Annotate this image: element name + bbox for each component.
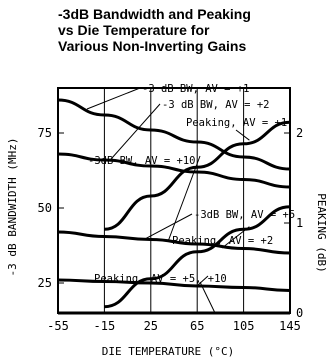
x-axis-label: DIE TEMPERATURE (°C): [102, 345, 234, 358]
x-tick-label-65: 65: [190, 319, 204, 333]
x-tick-label-25: 25: [144, 319, 158, 333]
x-tick-label--15: -15: [94, 319, 116, 333]
plot-frame: [57, 87, 291, 314]
annotation-bw-av5: -3dB BW, AV = +5: [194, 209, 295, 221]
leader-line-7: [199, 281, 216, 313]
x-tick-label--55: -55: [47, 319, 69, 333]
annotation-bw-av10: -3dB BW, AV = +10: [88, 155, 195, 167]
chart-title-line-3: Various Non-Inverting Gains: [58, 38, 247, 54]
y-tick-label-75: 75: [38, 126, 52, 140]
annotation-peak-av1: Peaking, AV = +1: [186, 117, 287, 129]
chart-title: -3dB Bandwidth and Peaking vs Die Temper…: [58, 6, 326, 54]
leader-line-2: [235, 129, 250, 141]
series-line-2: [57, 230, 291, 255]
chart-title-line-2: vs Die Temperature for: [58, 22, 210, 38]
y2-axis-label: PEAKING (dB): [315, 193, 328, 272]
series-line-3: [57, 278, 291, 292]
leader-line-6: [196, 275, 209, 287]
annotation-leaders: [86, 87, 250, 313]
annotation-peak-av5-10: Peaking, AV = +5, +10: [94, 273, 227, 285]
y-tick-label-25: 25: [38, 276, 52, 290]
annotation-peak-av2: Peaking, AV = +2: [172, 235, 273, 247]
leader-line-4: [144, 213, 193, 240]
leader-line-3: [167, 155, 201, 242]
leader-line-1: [109, 103, 161, 161]
series-line-4: [104, 120, 291, 231]
y2-tick-label-2: 2: [296, 126, 303, 140]
annotation-bw-av2: -3 dB BW, AV = +2: [162, 99, 269, 111]
annotation-bw-av1: -3 dB BW, AV = +1: [142, 83, 249, 95]
y-axis-label: -3 dB BANDWIDTH (MHz): [6, 137, 19, 276]
x-tick-label-105: 105: [233, 319, 255, 333]
series-line-0: [57, 98, 291, 171]
leader-line-0: [86, 87, 141, 110]
series-line-1: [57, 152, 291, 189]
y-tick-label-50: 50: [38, 201, 52, 215]
series-line-5: [104, 205, 291, 309]
x-tick-label-145: 145: [279, 319, 301, 333]
leader-line-5: [221, 226, 250, 249]
chart-title-line-1: -3dB Bandwidth and Peaking: [58, 6, 251, 22]
y2-tick-label-0: 0: [296, 306, 303, 320]
annotations: -3 dB BW, AV = +1 -3 dB BW, AV = +2 Peak…: [88, 83, 295, 285]
tick-labels: -55 -15 25 65 105 145 25 50 75 0 1 2: [38, 126, 304, 333]
y2-tick-label-1: 1: [296, 216, 303, 230]
grid-lines: [103, 88, 245, 313]
